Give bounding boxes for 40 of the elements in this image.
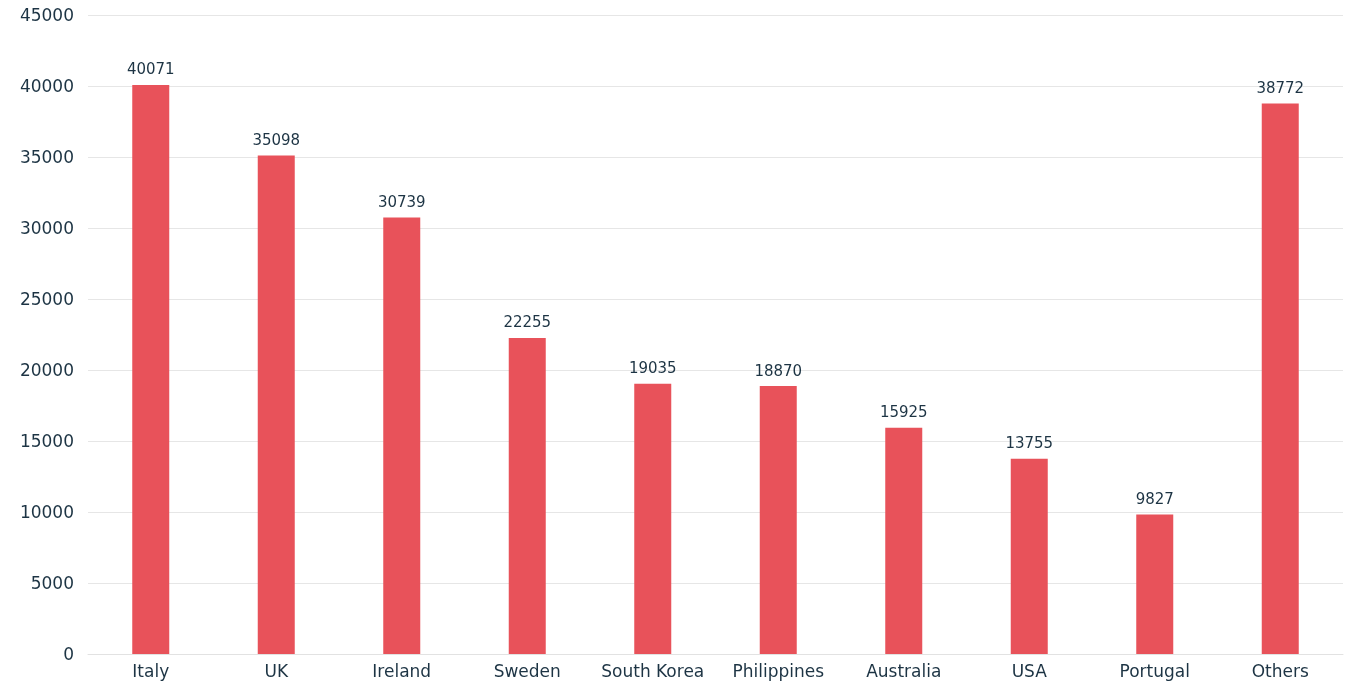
bar	[1010, 458, 1048, 654]
x-tick-label: South Korea	[601, 660, 705, 681]
y-tick-label: 10000	[19, 502, 74, 522]
data-label: 15925	[879, 403, 928, 422]
data-label: 35098	[252, 131, 301, 150]
y-tick-label: 25000	[19, 289, 74, 309]
y-tick-label: 35000	[19, 147, 74, 167]
y-tick-label: 5000	[30, 573, 74, 593]
y-tick-label: 30000	[19, 218, 74, 238]
x-tick-label: USA	[1011, 660, 1048, 681]
data-label: 30739	[377, 193, 426, 212]
x-tick-label: Ireland	[372, 660, 432, 681]
x-tick-label: UK	[264, 660, 289, 681]
bar	[759, 386, 797, 654]
bar	[1136, 514, 1174, 654]
bar	[383, 217, 421, 654]
data-label: 18870	[754, 361, 803, 380]
y-tick-label: 15000	[19, 431, 74, 451]
y-tick-label: 40000	[19, 76, 74, 96]
data-label: 40071	[126, 60, 175, 79]
data-label: 22255	[503, 313, 552, 332]
bar	[257, 155, 295, 654]
data-label: 38772	[1256, 78, 1305, 97]
y-tick-label: 0	[63, 644, 74, 664]
x-tick-label: Others	[1251, 660, 1309, 681]
data-label: 13755	[1005, 434, 1054, 453]
bar	[508, 337, 546, 654]
bar	[132, 84, 170, 654]
x-tick-label: Italy	[132, 660, 170, 681]
bar	[1261, 103, 1299, 654]
bar	[885, 427, 923, 654]
bar	[634, 383, 672, 654]
x-tick-label: Portugal	[1119, 660, 1190, 681]
y-tick-label: 20000	[19, 360, 74, 380]
x-tick-label: Philippines	[732, 660, 825, 681]
data-label: 19035	[628, 359, 677, 378]
x-tick-label: Australia	[866, 660, 942, 681]
y-tick-label: 45000	[19, 5, 74, 25]
x-tick-label: Sweden	[493, 660, 561, 681]
data-label: 9827	[1135, 489, 1174, 508]
